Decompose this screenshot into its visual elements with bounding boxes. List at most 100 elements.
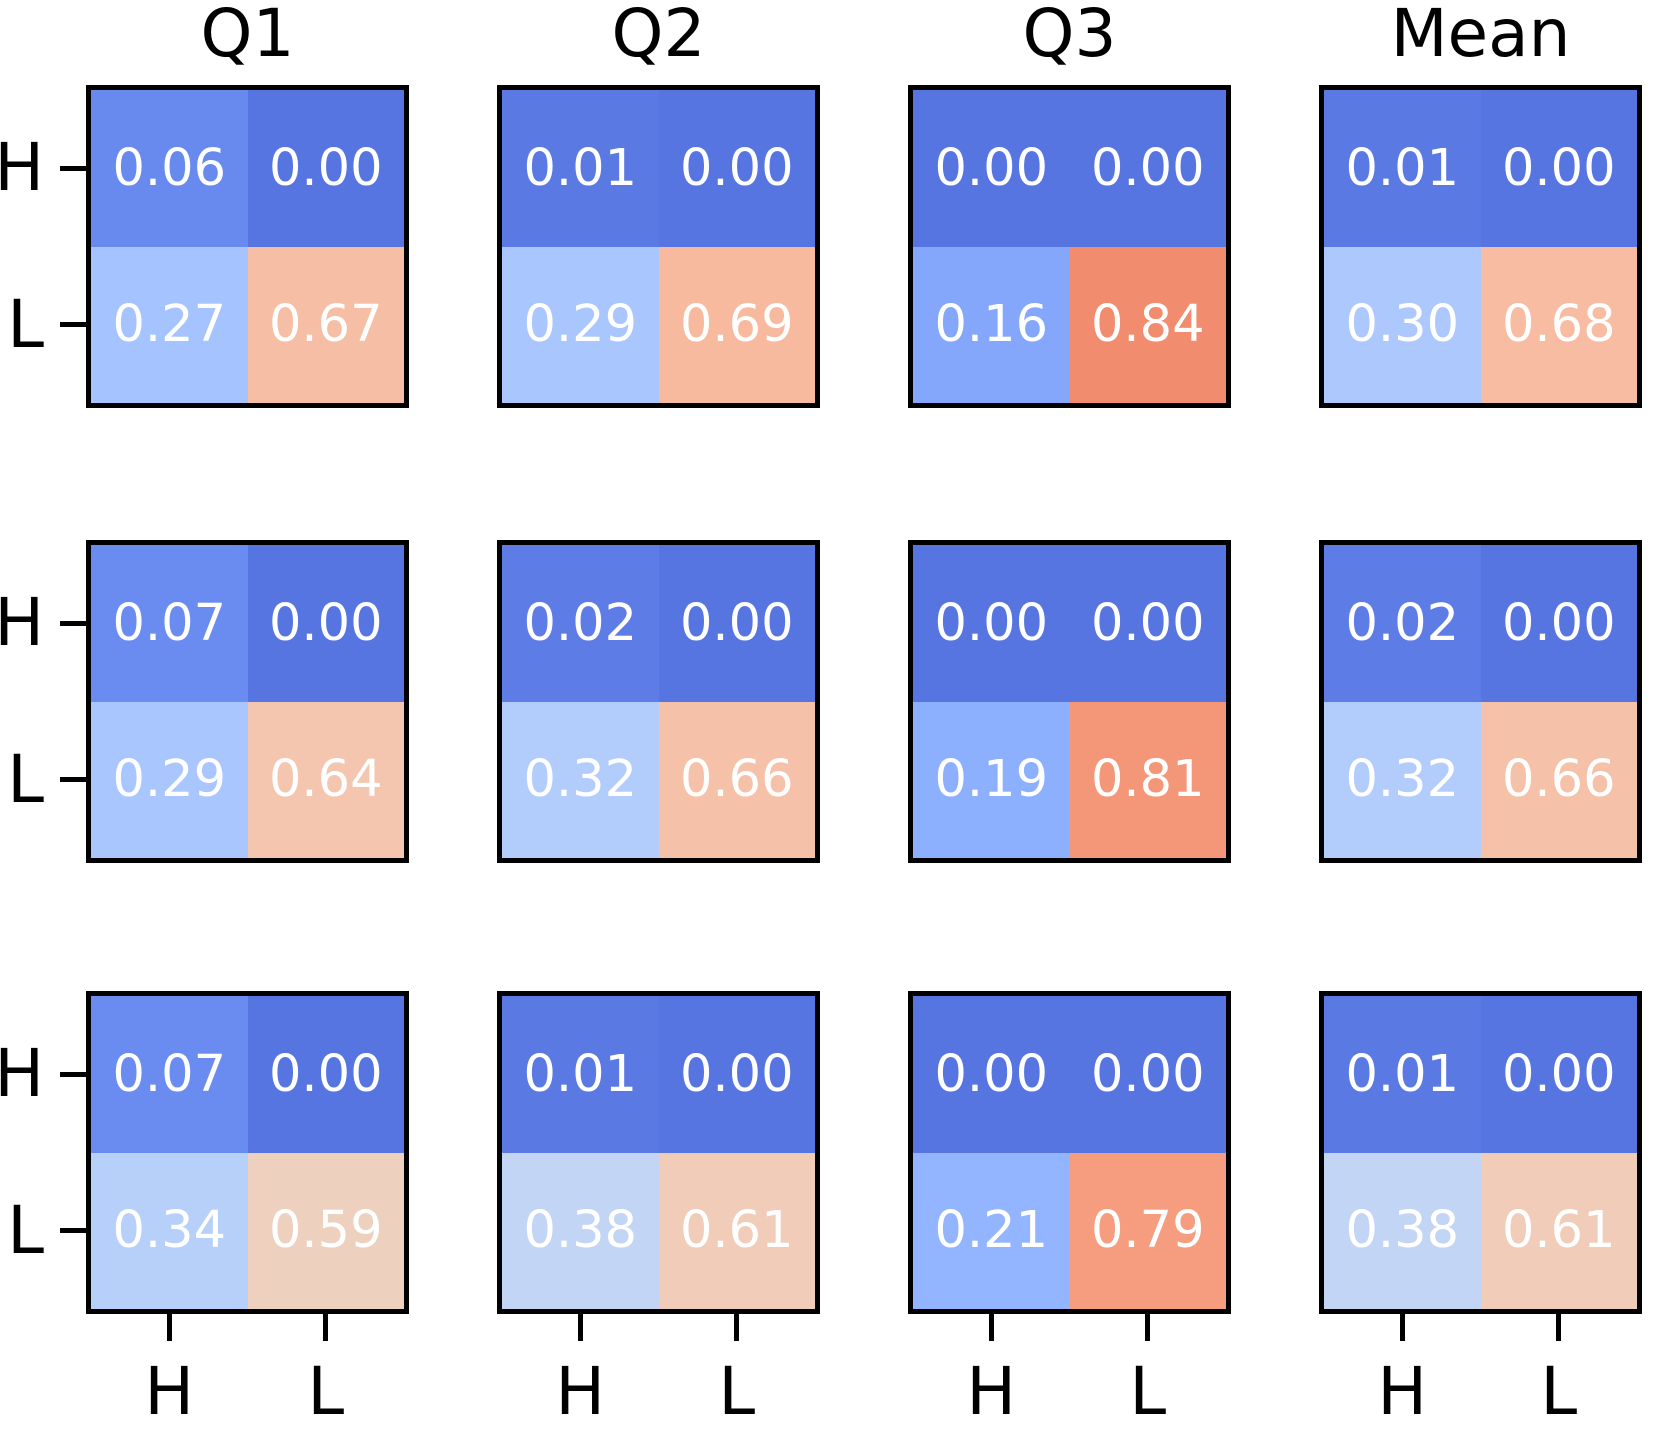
cell-value: 0.66	[679, 750, 794, 810]
column-title: Q1	[200, 0, 295, 72]
heatmap-cell: 0.38	[1324, 1152, 1481, 1309]
y-tick-label: L	[7, 1191, 44, 1269]
cell-value: 0.32	[1345, 750, 1460, 810]
heatmap-panel: 0.01 0.00 0.29 0.69	[497, 85, 820, 408]
cell-value: 0.00	[1501, 138, 1616, 198]
x-tick-label: L	[718, 1353, 756, 1430]
x-tick-mark	[577, 1314, 583, 1341]
heatmap-cell: 0.02	[1324, 545, 1481, 702]
cell-value: 0.64	[268, 750, 383, 810]
x-tick-label: H	[144, 1353, 195, 1430]
cell-value: 0.29	[523, 295, 638, 355]
heatmap-cell: 0.00	[1480, 90, 1637, 247]
y-tick-mark	[60, 322, 86, 328]
heatmap-cell: 0.30	[1324, 246, 1481, 403]
x-tick-mark	[166, 1314, 172, 1341]
heatmap-cell: 0.67	[247, 246, 404, 403]
heatmap-cell: 0.00	[913, 545, 1070, 702]
cell-value: 0.19	[934, 750, 1049, 810]
heatmap-cell: 0.01	[1324, 996, 1481, 1153]
x-tick-mark	[323, 1314, 329, 1341]
heatmap-cell: 0.02	[502, 545, 659, 702]
heatmap-cell: 0.21	[913, 1152, 1070, 1309]
cell-value: 0.00	[1090, 138, 1205, 198]
heatmap-cell: 0.00	[1069, 996, 1226, 1153]
heatmap-panel: 0.00 0.00 0.16 0.84	[908, 85, 1231, 408]
heatmap-cell: 0.00	[247, 545, 404, 702]
cell-value: 0.30	[1345, 295, 1460, 355]
cell-value: 0.00	[1090, 593, 1205, 653]
x-tick-mark	[988, 1314, 994, 1341]
heatmap-cell: 0.00	[913, 90, 1070, 247]
x-tick-label: L	[307, 1353, 345, 1430]
column-title: Q2	[611, 0, 706, 72]
heatmap-cell: 0.19	[913, 701, 1070, 858]
y-tick-mark	[60, 777, 86, 783]
x-tick-mark	[734, 1314, 740, 1341]
x-tick-mark	[1145, 1314, 1151, 1341]
column-title: Q3	[1022, 0, 1117, 72]
cell-value: 0.38	[523, 1201, 638, 1261]
heatmap-cell: 0.00	[1069, 90, 1226, 247]
heatmap-cell: 0.79	[1069, 1152, 1226, 1309]
cell-value: 0.61	[679, 1201, 794, 1261]
y-tick-label: L	[7, 740, 44, 818]
y-tick-mark	[60, 620, 86, 626]
heatmap-cell: 0.06	[91, 90, 248, 247]
heatmap-cell: 0.34	[91, 1152, 248, 1309]
cell-value: 0.00	[268, 593, 383, 653]
cell-value: 0.68	[1501, 295, 1616, 355]
y-tick-mark	[60, 165, 86, 171]
cell-value: 0.79	[1090, 1201, 1205, 1261]
x-tick-mark	[1556, 1314, 1562, 1341]
cell-value: 0.02	[523, 593, 638, 653]
cell-value: 0.01	[1345, 138, 1460, 198]
cell-value: 0.21	[934, 1201, 1049, 1261]
y-tick-label: H	[0, 584, 44, 662]
heatmap-cell: 0.01	[502, 996, 659, 1153]
x-tick-label: L	[1540, 1353, 1578, 1430]
heatmap-cell: 0.29	[91, 701, 248, 858]
cell-value: 0.00	[268, 1044, 383, 1104]
cell-value: 0.27	[112, 295, 227, 355]
heatmap-cell: 0.61	[658, 1152, 815, 1309]
cell-value: 0.00	[1090, 1044, 1205, 1104]
cell-value: 0.00	[679, 593, 794, 653]
cell-value: 0.84	[1090, 295, 1205, 355]
heatmap-panel: 0.07 0.00 0.29 0.64	[86, 540, 409, 863]
y-tick-label: H	[0, 129, 44, 207]
cell-value: 0.00	[679, 138, 794, 198]
x-tick-label: H	[1377, 1353, 1428, 1430]
cell-value: 0.07	[112, 593, 227, 653]
y-tick-label: H	[0, 1035, 44, 1113]
cell-value: 0.00	[1501, 1044, 1616, 1104]
heatmap-cell: 0.07	[91, 996, 248, 1153]
cell-value: 0.29	[112, 750, 227, 810]
column-title: Mean	[1390, 0, 1571, 72]
heatmap-cell: 0.27	[91, 246, 248, 403]
heatmap-cell: 0.00	[1480, 545, 1637, 702]
heatmap-cell: 0.59	[247, 1152, 404, 1309]
cell-value: 0.01	[523, 138, 638, 198]
cell-value: 0.34	[112, 1201, 227, 1261]
cell-value: 0.00	[934, 593, 1049, 653]
cell-value: 0.16	[934, 295, 1049, 355]
cell-value: 0.00	[268, 138, 383, 198]
heatmap-panel: 0.00 0.00 0.21 0.79	[908, 991, 1231, 1314]
heatmap-cell: 0.01	[1324, 90, 1481, 247]
heatmap-panel: 0.07 0.00 0.34 0.59	[86, 991, 409, 1314]
heatmap-cell: 0.32	[502, 701, 659, 858]
heatmap-cell: 0.66	[1480, 701, 1637, 858]
heatmap-cell: 0.00	[1069, 545, 1226, 702]
y-tick-mark	[60, 1228, 86, 1234]
x-tick-label: H	[966, 1353, 1017, 1430]
cell-value: 0.67	[268, 295, 383, 355]
heatmap-cell: 0.29	[502, 246, 659, 403]
heatmap-panel: 0.01 0.00 0.38 0.61	[497, 991, 820, 1314]
heatmap-cell: 0.69	[658, 246, 815, 403]
cell-value: 0.38	[1345, 1201, 1460, 1261]
x-tick-mark	[1399, 1314, 1405, 1341]
cell-value: 0.02	[1345, 593, 1460, 653]
cell-value: 0.32	[523, 750, 638, 810]
